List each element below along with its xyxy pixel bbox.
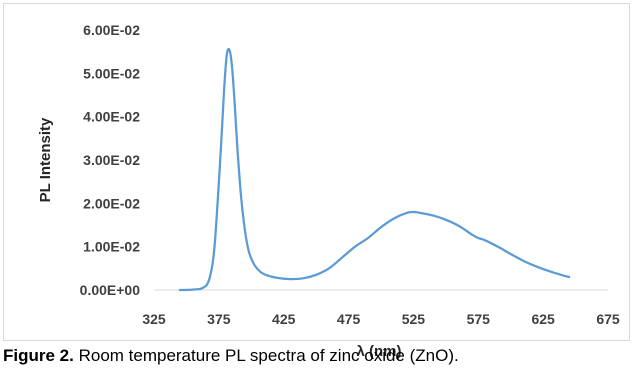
x-axis-ticks: 325 375 425 475 525 575 625 675 bbox=[142, 311, 620, 327]
x-tick-label: 425 bbox=[272, 311, 296, 327]
x-tick-label: 475 bbox=[337, 311, 361, 327]
y-tick-label: 1.00E-02 bbox=[83, 239, 140, 255]
x-tick-label: 675 bbox=[596, 311, 620, 327]
x-tick-label: 625 bbox=[531, 311, 555, 327]
y-tick-label: 5.00E-02 bbox=[83, 65, 140, 81]
series-layer bbox=[178, 47, 571, 292]
x-tick-label: 575 bbox=[467, 311, 491, 327]
y-axis-title: PL Intensity bbox=[37, 117, 54, 202]
chart-area-border bbox=[3, 3, 630, 341]
x-axis-title: λ (nm) bbox=[357, 343, 402, 360]
y-tick-label: 6.00E-02 bbox=[83, 22, 140, 38]
x-tick-label: 525 bbox=[402, 311, 426, 327]
y-tick-label: 4.00E-02 bbox=[83, 109, 140, 125]
y-tick-label: 0.00E+00 bbox=[80, 282, 141, 298]
y-axis-ticks: 0.00E+00 1.00E-02 2.00E-02 3.00E-02 4.00E-02… bbox=[80, 22, 141, 298]
y-tick-label: 3.00E-02 bbox=[83, 152, 140, 168]
x-tick-label: 325 bbox=[142, 311, 166, 327]
x-tick-label: 375 bbox=[207, 311, 231, 327]
figure-caption: Figure 2. Room temperature PL spectra of… bbox=[0, 346, 637, 366]
y-tick-label: 2.00E-02 bbox=[83, 195, 140, 211]
figure-caption-text: Room temperature PL spectra of zinc oxid… bbox=[73, 346, 459, 365]
figure-caption-label: Figure 2. bbox=[3, 346, 74, 365]
series-line bbox=[178, 47, 571, 292]
